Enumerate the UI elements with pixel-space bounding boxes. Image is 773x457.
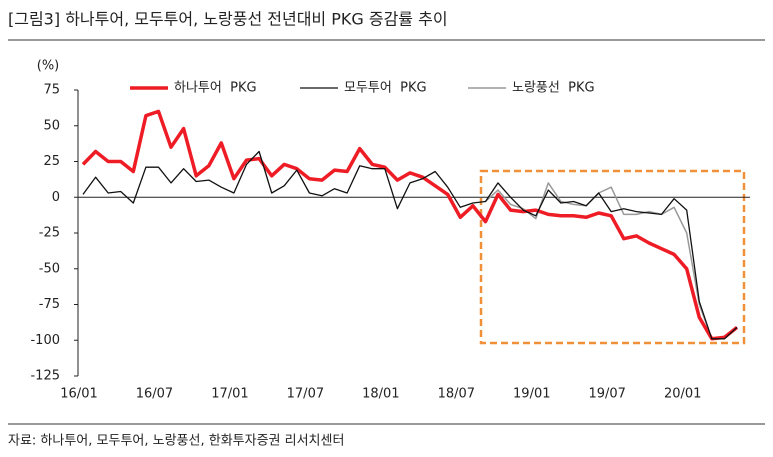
y-tick-label: -25 (39, 226, 60, 241)
legend-label: 노랑풍선 PKG (512, 81, 595, 96)
x-tick-label: 16/07 (136, 387, 173, 402)
x-tick-label: 18/01 (362, 387, 399, 402)
y-tick-label: 0 (52, 190, 60, 205)
x-tick-label: 18/07 (438, 387, 475, 402)
y-tick-label: -50 (39, 261, 60, 276)
legend-label: 모두투어 PKG (344, 81, 427, 96)
x-tick-label: 19/01 (513, 387, 550, 402)
highlight-box (479, 169, 746, 345)
y-tick-label: 25 (43, 154, 60, 169)
y-tick-label: 75 (43, 83, 60, 98)
series-line (82, 150, 738, 340)
series-line (81, 109, 739, 341)
y-tick-label: -125 (30, 369, 60, 384)
x-tick-label: 17/01 (211, 387, 248, 402)
x-tick-label: 19/07 (588, 387, 625, 402)
x-tick-label: 20/01 (664, 387, 701, 402)
x-tick-label: 16/01 (60, 387, 97, 402)
chart-title: [그림3] 하나투어, 모두투어, 노랑풍선 전년대비 PKG 증감률 추이 (8, 10, 448, 29)
y-tick-label: -100 (30, 333, 60, 348)
y-tick-label: 50 (43, 118, 60, 133)
y-tick-label: -75 (39, 297, 60, 312)
legend-label: 하나투어 PKG (174, 81, 257, 96)
source: 자료: 하나투어, 모두투어, 노랑풍선, 한화투자증권 리서치센터 (8, 434, 344, 449)
y-unit-label: (%) (37, 59, 60, 74)
x-tick-label: 17/07 (287, 387, 324, 402)
